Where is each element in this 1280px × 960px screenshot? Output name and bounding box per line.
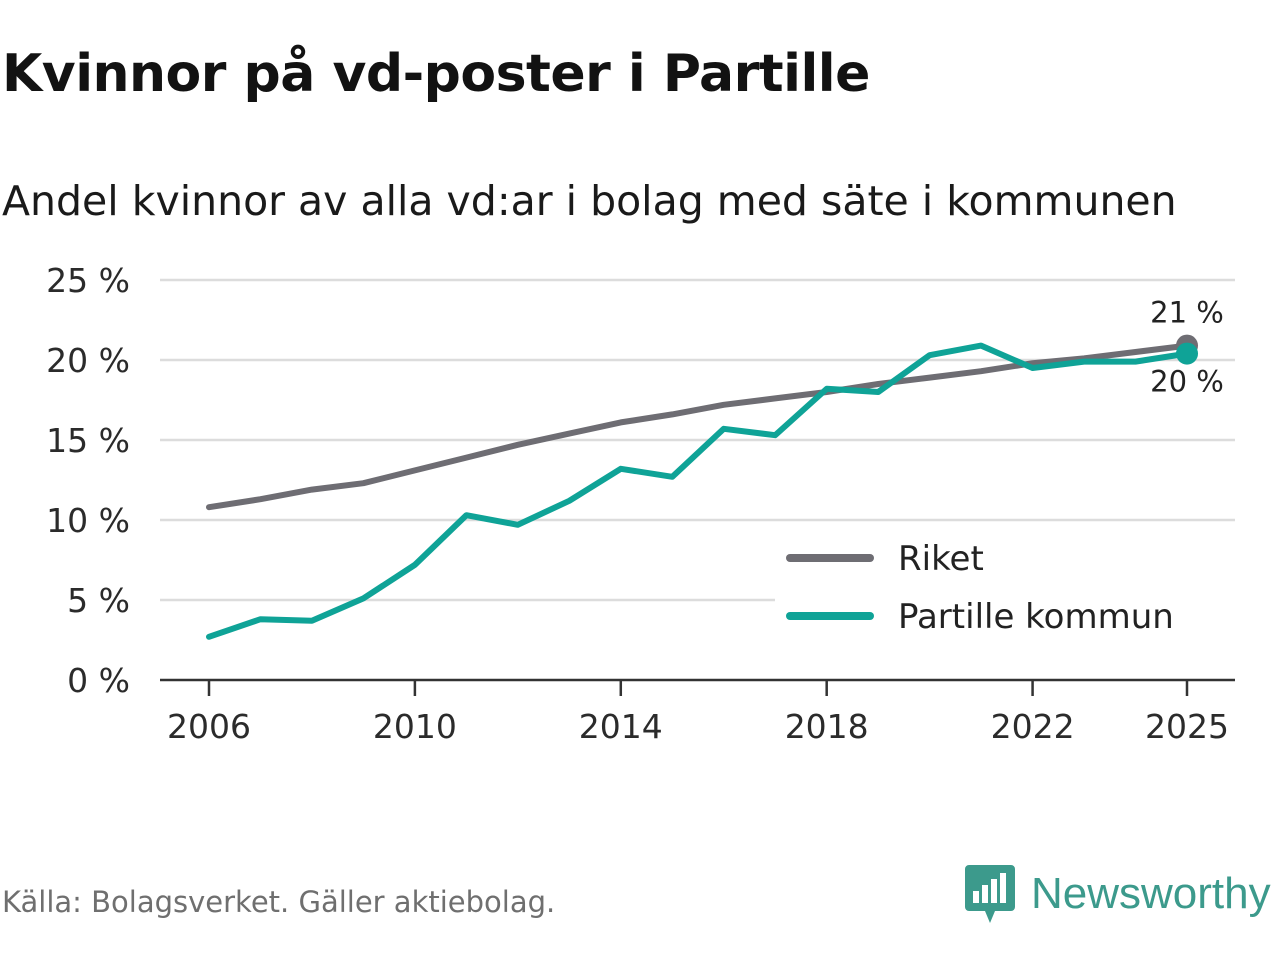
end-points: 21 % 20 % [1150, 296, 1224, 399]
brand-logo[interactable]: Newsworthy [965, 865, 1271, 923]
line-chart: 0 %5 %10 %15 %20 %25 % 2006 2010 2014 2018 2… [46, 261, 1235, 746]
end-point-partille [1176, 342, 1198, 365]
x-tick-label-2022: 2022 [991, 707, 1075, 746]
legend-label-partille: Partille kommun [898, 597, 1174, 637]
legend-label-riket: Riket [898, 539, 984, 579]
end-label-riket: 21 % [1150, 296, 1224, 330]
x-tick-label-2010: 2010 [373, 707, 457, 746]
brand-name: Newsworthy [1031, 869, 1271, 918]
series-lines [206, 342, 1190, 640]
x-tick-label-2006: 2006 [167, 707, 251, 746]
legend: Riket Partille kommun [786, 539, 1174, 637]
chart-subtitle: Andel kvinnor av alla vd:ar i bolag med … [2, 177, 1177, 225]
x-tick-label-2018: 2018 [785, 707, 869, 746]
y-tick-label-25: 25 % [46, 261, 130, 300]
end-label-partille: 20 % [1150, 365, 1224, 399]
newsworthy-logo-icon [965, 865, 1015, 923]
x-axis: 2006 2010 2014 2018 2022 2025 [160, 678, 1235, 746]
chart-title: Kvinnor på vd-poster i Partille [2, 44, 870, 104]
x-tick-label-2025: 2025 [1145, 707, 1229, 746]
legend-box [775, 532, 1235, 652]
source-note: Källa: Bolagsverket. Gäller aktiebolag. [2, 885, 556, 919]
series-line-partille [206, 342, 1190, 640]
y-tick-label-15: 15 % [46, 421, 130, 460]
y-tick-label-0: 0 % [67, 661, 130, 700]
legend-background [775, 532, 1235, 652]
x-tick-label-2014: 2014 [579, 707, 663, 746]
y-axis-ticks: 0 % 5 % 10 % 15 % 20 % 25 % [46, 261, 130, 700]
y-tick-label-20: 20 % [46, 341, 130, 380]
y-tick-label-5: 5 % [67, 581, 130, 620]
y-tick-label-10: 10 % [46, 501, 130, 540]
